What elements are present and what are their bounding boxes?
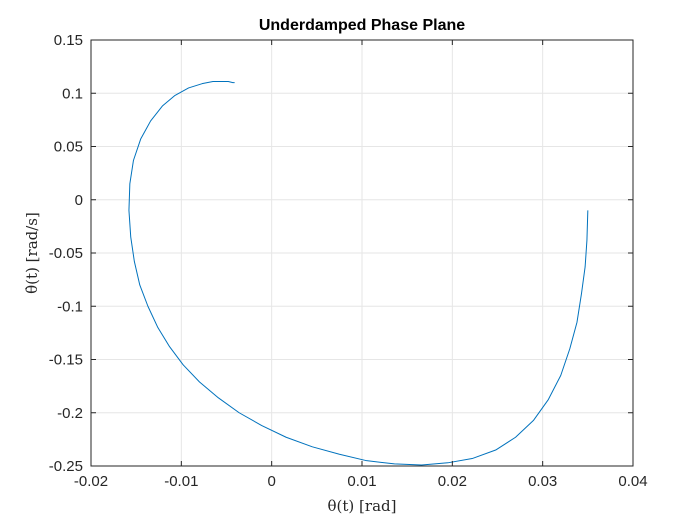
- chart-title: Underdamped Phase Plane: [259, 17, 465, 34]
- y-tick-label: -0.1: [57, 298, 83, 315]
- x-tick-label: 0.01: [347, 473, 376, 490]
- x-tick-label: 0.03: [528, 473, 557, 490]
- x-tick-label: 0.02: [438, 473, 467, 490]
- y-tick-label: 0: [75, 192, 83, 209]
- x-tick-label: -0.01: [164, 473, 198, 490]
- y-tick-label: -0.15: [49, 352, 83, 369]
- series-layer: [128, 81, 589, 466]
- x-axis-label: θ(t) [rad]: [328, 497, 397, 515]
- series-line: [128, 81, 589, 466]
- grid: [90, 39, 634, 467]
- y-tick-label: 0.15: [54, 32, 83, 49]
- x-tick-label: -0.02: [74, 473, 108, 490]
- y-tick-label: -0.05: [49, 245, 83, 262]
- x-tick-label: 0.04: [618, 473, 647, 490]
- y-tick-label: 0.05: [54, 139, 83, 156]
- y-axis-label: θ̇(t) [rad/s]: [23, 212, 41, 294]
- y-tick-label: -0.25: [49, 458, 83, 475]
- ticks: -0.02 -0.01 0 0.01 0.02 0.03 0.04 -0.25 -0.2 -0.1…: [49, 32, 648, 490]
- y-tick-label: -0.2: [57, 405, 83, 422]
- x-tick-label: 0: [267, 473, 275, 490]
- y-tick-label: 0.1: [62, 85, 83, 102]
